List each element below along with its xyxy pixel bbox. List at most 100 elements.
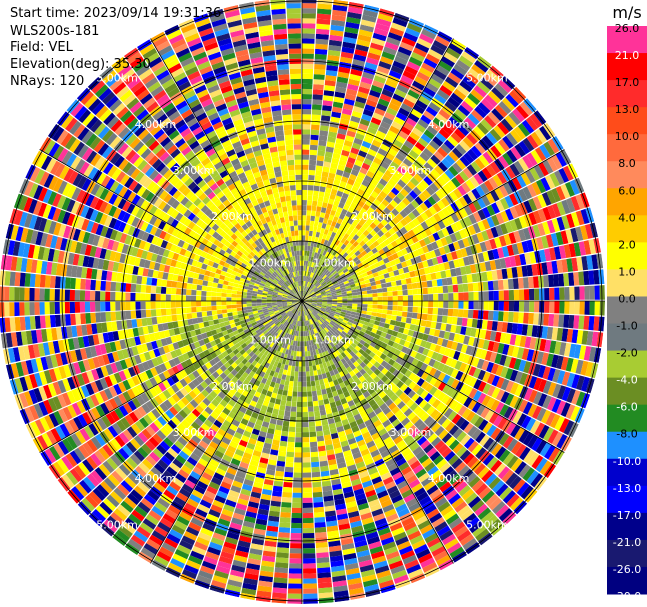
gate-cell: [493, 290, 499, 301]
gate-cell: [528, 312, 534, 325]
gate-cell: [575, 210, 585, 226]
gate-cell: [307, 350, 311, 357]
gate-cell: [533, 276, 539, 288]
gate-cell: [485, 192, 496, 204]
gate-cell: [437, 161, 448, 172]
gate-cell: [502, 279, 509, 290]
gate-cell: [314, 281, 319, 286]
gate-cell: [384, 169, 394, 179]
gate-cell: [342, 298, 348, 301]
gate-cell: [458, 55, 474, 68]
gate-cell: [447, 285, 454, 293]
gate-cell: [368, 166, 378, 174]
gate-cell: [285, 400, 292, 407]
gate-cell: [319, 243, 324, 250]
gate-cell: [329, 285, 335, 289]
gate-cell: [312, 476, 321, 483]
gate-cell: [411, 145, 423, 156]
gate-cell: [470, 89, 484, 102]
gate-cell: [449, 233, 458, 243]
gate-cell: [503, 301, 509, 311]
gate-cell: [498, 155, 509, 169]
gate-cell: [293, 477, 302, 483]
gate-cell: [304, 286, 307, 292]
gate-cell: [440, 56, 455, 68]
gate-cell: [497, 121, 510, 135]
gate-cell: [440, 270, 447, 279]
gate-cell: [322, 250, 327, 256]
gate-cell: [551, 218, 561, 232]
gate-cell: [413, 301, 419, 307]
gate-cell: [383, 257, 390, 264]
gate-cell: [326, 294, 332, 297]
gate-cell: [559, 301, 565, 314]
gate-cell: [361, 140, 372, 149]
gate-cell: [448, 151, 459, 162]
gate-cell: [311, 285, 316, 290]
gate-cell: [289, 548, 302, 554]
gate-cell: [512, 86, 527, 101]
gate-cell: [275, 562, 289, 569]
gate-cell: [436, 200, 446, 210]
gate-cell: [311, 236, 316, 242]
gate-cell: [423, 176, 433, 186]
gate-cell: [501, 75, 516, 90]
gate-cell: [385, 79, 398, 89]
gate-cell: [311, 210, 316, 217]
gate-cell: [276, 393, 283, 400]
gate-cell: [437, 210, 446, 220]
gate-cell: [483, 73, 498, 87]
gate-cell: [322, 268, 328, 274]
gate-cell: [343, 31, 358, 39]
gate-cell: [303, 291, 306, 297]
gate-cell: [439, 186, 449, 197]
gate-cell: [339, 263, 345, 270]
gate-cell: [438, 301, 444, 308]
gate-cell: [288, 426, 296, 433]
gate-cell: [379, 210, 388, 219]
gate-cell: [380, 143, 390, 152]
gate-cell: [429, 121, 442, 132]
gate-cell: [340, 237, 347, 244]
gate-cell: [404, 272, 411, 279]
gate-cell: [345, 285, 351, 290]
gate-cell: [505, 208, 514, 221]
gate-cell: [318, 286, 324, 290]
gate-cell: [319, 409, 327, 416]
gate-cell: [440, 143, 452, 154]
gate-cell: [395, 280, 402, 286]
gate-cell: [477, 310, 484, 320]
gate-cell: [403, 184, 413, 194]
gate-cell: [435, 239, 444, 248]
gate-cell: [574, 286, 580, 300]
gate-cell: [380, 56, 394, 65]
gate-cell: [495, 200, 505, 212]
gate-cell: [365, 240, 373, 247]
gate-cell: [302, 492, 313, 498]
gate-cell: [485, 228, 494, 240]
gate-cell: [377, 296, 383, 301]
gate-cell: [309, 159, 317, 166]
gate-cell: [352, 295, 358, 299]
gate-cell: [460, 247, 468, 258]
gate-cell: [413, 159, 424, 170]
gate-cell: [431, 314, 438, 322]
gate-cell: [296, 401, 302, 408]
gate-cell: [302, 225, 306, 231]
gate-cell: [407, 306, 413, 313]
gate-cell: [360, 76, 373, 85]
gate-cell: [311, 294, 316, 297]
gate-cell: [529, 301, 535, 313]
gate-cell: [302, 43, 315, 49]
gate-cell: [428, 78, 442, 89]
gate-cell: [380, 121, 391, 130]
gate-cell: [317, 237, 322, 244]
gate-cell: [387, 301, 393, 306]
gate-cell: [484, 240, 492, 251]
gate-cell: [382, 301, 388, 306]
gate-cell: [305, 235, 309, 241]
gate-cell: [549, 287, 555, 300]
gate-cell: [298, 371, 302, 377]
gate-cell: [356, 39, 371, 48]
gate-cell: [375, 130, 387, 139]
